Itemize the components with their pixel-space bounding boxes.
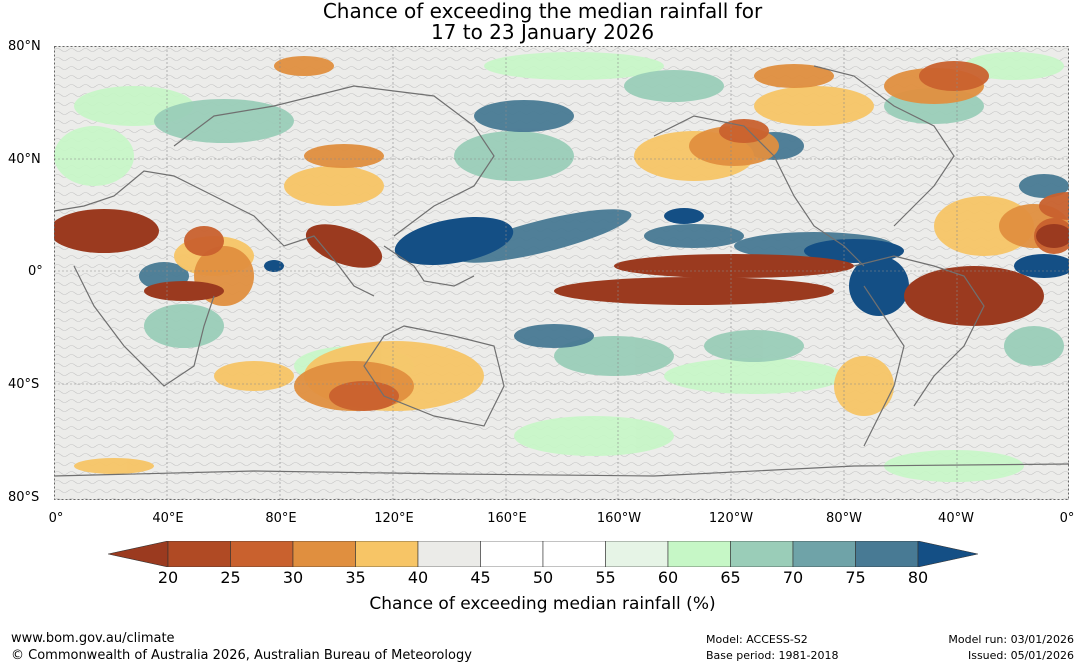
lat-label-0: 0° — [28, 264, 43, 279]
footer-model-run: Model run: 03/01/2026 — [948, 633, 1074, 646]
lon-label-120e: 120°E — [374, 511, 414, 526]
colorbar-tick-label: 60 — [657, 568, 679, 587]
graticule — [54, 46, 1069, 500]
colorbar-tick-label: 20 — [157, 568, 179, 587]
lat-label-40n: 40°N — [8, 152, 41, 167]
lon-label-120w: 120°W — [708, 511, 754, 526]
footer-model: Model: ACCESS-S2 — [706, 633, 808, 646]
lon-label-160w: 160°W — [596, 511, 642, 526]
colorbar-segment — [542, 541, 606, 567]
colorbar-tick-label: 25 — [220, 568, 241, 587]
colorbar-tick-label: 35 — [345, 568, 366, 587]
rainfall-probability-map — [54, 46, 1069, 500]
lat-label-40s: 40°S — [8, 377, 40, 392]
colorbar-extend-high — [917, 541, 978, 567]
colorbar-tick-label: 70 — [782, 568, 804, 587]
colorbar-tick-label: 65 — [720, 568, 741, 587]
colorbar-label: Chance of exceeding median rainfall (%) — [369, 594, 716, 614]
colorbar-extend-low — [108, 541, 169, 567]
footer-url: www.bom.gov.au/climate — [11, 631, 175, 646]
colorbar-segment — [292, 541, 356, 567]
footer-issued: Issued: 05/01/2026 — [967, 649, 1074, 662]
lon-label-80e: 80°E — [265, 511, 297, 526]
colorbar-tick-label: 40 — [407, 568, 429, 587]
dry-anomaly-very-strong — [54, 209, 1069, 326]
lon-label-160e: 160°E — [487, 511, 527, 526]
lon-label-40e: 40°E — [152, 511, 184, 526]
map-title-line1: Chance of exceeding the median rainfall … — [322, 0, 763, 23]
map-title-line2: 17 to 23 January 2026 — [430, 20, 655, 44]
colorbar-tick-label: 55 — [595, 568, 616, 587]
colorbar-segment — [480, 541, 544, 567]
coastlines — [54, 65, 1069, 477]
colorbar-segment — [417, 541, 481, 567]
colorbar-segment — [792, 541, 856, 567]
lon-label-40w: 40°W — [938, 511, 974, 526]
colorbar-segment — [355, 541, 419, 567]
footer-copyright: © Commonwealth of Australia 2026, Austra… — [11, 648, 472, 663]
footer-base-period: Base period: 1981-2018 — [706, 649, 839, 662]
colorbar-tick-label: 75 — [845, 568, 866, 587]
lon-label-80w: 80°W — [826, 511, 862, 526]
colorbar-segment — [855, 541, 919, 567]
colorbar-segment — [667, 541, 731, 567]
map-canvas — [54, 46, 1069, 500]
colorbar-segment — [167, 541, 231, 567]
lat-label-80n: 80°N — [8, 39, 41, 54]
colorbar-tick-label: 50 — [532, 568, 554, 587]
colorbar-tick-label: 80 — [907, 568, 929, 587]
lon-label-0-left: 0° — [48, 511, 64, 526]
lat-label-80s: 80°S — [8, 490, 40, 505]
colorbar-segment — [230, 541, 294, 567]
colorbar — [108, 541, 978, 567]
colorbar-tick-label: 30 — [282, 568, 304, 587]
lon-label-0-right: 0° — [1059, 511, 1075, 526]
colorbar-segment — [730, 541, 794, 567]
colorbar-tick-label: 45 — [470, 568, 491, 587]
colorbar-segment — [605, 541, 669, 567]
wet-anomaly-medium — [144, 70, 1064, 376]
